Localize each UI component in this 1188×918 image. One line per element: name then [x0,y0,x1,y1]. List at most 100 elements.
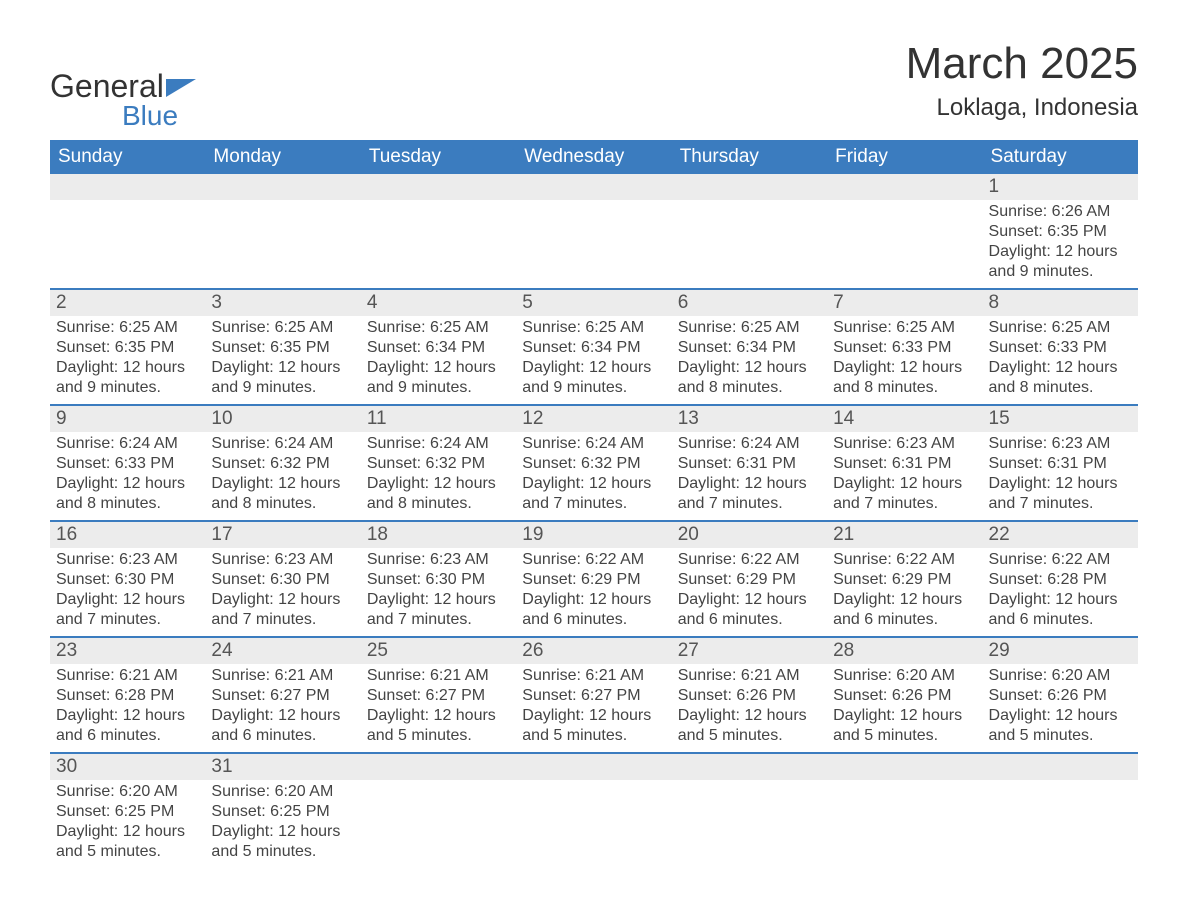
calendar-cell [361,174,516,289]
day-content: Sunrise: 6:25 AMSunset: 6:33 PMDaylight:… [983,316,1138,404]
day-content: Sunrise: 6:20 AMSunset: 6:25 PMDaylight:… [50,780,205,868]
sunset-text: Sunset: 6:33 PM [833,338,976,358]
day-content [672,200,827,278]
calendar-cell [516,753,671,868]
day-content: Sunrise: 6:25 AMSunset: 6:33 PMDaylight:… [827,316,982,404]
day-number: 24 [205,638,360,664]
sunset-text: Sunset: 6:27 PM [211,686,354,706]
daylight-text: Daylight: 12 hours and 5 minutes. [989,706,1132,746]
calendar-week: 23Sunrise: 6:21 AMSunset: 6:28 PMDayligh… [50,637,1138,753]
sunrise-text: Sunrise: 6:25 AM [522,318,665,338]
daylight-text: Daylight: 12 hours and 8 minutes. [833,358,976,398]
sunrise-text: Sunrise: 6:24 AM [522,434,665,454]
calendar-cell: 5Sunrise: 6:25 AMSunset: 6:34 PMDaylight… [516,289,671,405]
sunrise-text: Sunrise: 6:23 AM [833,434,976,454]
sunset-text: Sunset: 6:35 PM [211,338,354,358]
weekday-header: Tuesday [361,140,516,174]
calendar-cell: 19Sunrise: 6:22 AMSunset: 6:29 PMDayligh… [516,521,671,637]
title-block: March 2025 Loklaga, Indonesia [906,40,1138,122]
calendar-page: General Blue March 2025 Loklaga, Indones… [0,0,1188,888]
calendar-cell: 17Sunrise: 6:23 AMSunset: 6:30 PMDayligh… [205,521,360,637]
calendar-cell: 20Sunrise: 6:22 AMSunset: 6:29 PMDayligh… [672,521,827,637]
calendar-cell [516,174,671,289]
calendar-week: 1Sunrise: 6:26 AMSunset: 6:35 PMDaylight… [50,174,1138,289]
daylight-text: Daylight: 12 hours and 7 minutes. [367,590,510,630]
calendar-cell: 4Sunrise: 6:25 AMSunset: 6:34 PMDaylight… [361,289,516,405]
sunset-text: Sunset: 6:29 PM [678,570,821,590]
day-number [672,754,827,780]
day-number: 12 [516,406,671,432]
daylight-text: Daylight: 12 hours and 5 minutes. [211,822,354,862]
sunset-text: Sunset: 6:31 PM [989,454,1132,474]
day-content [361,200,516,278]
day-number: 7 [827,290,982,316]
sunrise-text: Sunrise: 6:24 AM [56,434,199,454]
day-number: 26 [516,638,671,664]
sunrise-text: Sunrise: 6:20 AM [56,782,199,802]
calendar-cell: 14Sunrise: 6:23 AMSunset: 6:31 PMDayligh… [827,405,982,521]
sunset-text: Sunset: 6:30 PM [367,570,510,590]
sunset-text: Sunset: 6:32 PM [211,454,354,474]
sunrise-text: Sunrise: 6:22 AM [833,550,976,570]
calendar-cell: 2Sunrise: 6:25 AMSunset: 6:35 PMDaylight… [50,289,205,405]
sunrise-text: Sunrise: 6:25 AM [678,318,821,338]
daylight-text: Daylight: 12 hours and 7 minutes. [56,590,199,630]
calendar-week: 16Sunrise: 6:23 AMSunset: 6:30 PMDayligh… [50,521,1138,637]
day-number [827,754,982,780]
sunset-text: Sunset: 6:28 PM [56,686,199,706]
daylight-text: Daylight: 12 hours and 6 minutes. [833,590,976,630]
day-content [516,780,671,858]
daylight-text: Daylight: 12 hours and 6 minutes. [56,706,199,746]
calendar-cell: 30Sunrise: 6:20 AMSunset: 6:25 PMDayligh… [50,753,205,868]
day-number: 14 [827,406,982,432]
calendar-cell: 10Sunrise: 6:24 AMSunset: 6:32 PMDayligh… [205,405,360,521]
daylight-text: Daylight: 12 hours and 6 minutes. [678,590,821,630]
brand-name-part2: Blue [50,102,196,130]
sunrise-text: Sunrise: 6:20 AM [833,666,976,686]
calendar-cell: 28Sunrise: 6:20 AMSunset: 6:26 PMDayligh… [827,637,982,753]
day-content [50,200,205,278]
calendar-cell: 31Sunrise: 6:20 AMSunset: 6:25 PMDayligh… [205,753,360,868]
day-content [827,200,982,278]
day-number [50,174,205,200]
calendar-cell: 9Sunrise: 6:24 AMSunset: 6:33 PMDaylight… [50,405,205,521]
day-number [361,174,516,200]
calendar-cell: 3Sunrise: 6:25 AMSunset: 6:35 PMDaylight… [205,289,360,405]
calendar-cell [827,753,982,868]
daylight-text: Daylight: 12 hours and 5 minutes. [833,706,976,746]
sunrise-text: Sunrise: 6:26 AM [989,202,1132,222]
sunset-text: Sunset: 6:26 PM [833,686,976,706]
sunrise-text: Sunrise: 6:23 AM [56,550,199,570]
day-number: 31 [205,754,360,780]
day-content: Sunrise: 6:20 AMSunset: 6:25 PMDaylight:… [205,780,360,868]
day-content: Sunrise: 6:22 AMSunset: 6:28 PMDaylight:… [983,548,1138,636]
calendar-cell: 25Sunrise: 6:21 AMSunset: 6:27 PMDayligh… [361,637,516,753]
calendar-body: 1Sunrise: 6:26 AMSunset: 6:35 PMDaylight… [50,174,1138,868]
brand-name-part1: General [50,68,164,104]
day-content: Sunrise: 6:22 AMSunset: 6:29 PMDaylight:… [516,548,671,636]
day-content: Sunrise: 6:23 AMSunset: 6:30 PMDaylight:… [205,548,360,636]
flag-icon [166,70,196,102]
calendar-cell: 27Sunrise: 6:21 AMSunset: 6:26 PMDayligh… [672,637,827,753]
calendar-cell: 26Sunrise: 6:21 AMSunset: 6:27 PMDayligh… [516,637,671,753]
day-content: Sunrise: 6:20 AMSunset: 6:26 PMDaylight:… [827,664,982,752]
daylight-text: Daylight: 12 hours and 8 minutes. [989,358,1132,398]
daylight-text: Daylight: 12 hours and 7 minutes. [989,474,1132,514]
month-title: March 2025 [906,40,1138,88]
day-content [361,780,516,858]
day-number: 25 [361,638,516,664]
calendar-cell [361,753,516,868]
sunset-text: Sunset: 6:35 PM [56,338,199,358]
day-content: Sunrise: 6:26 AMSunset: 6:35 PMDaylight:… [983,200,1138,288]
day-content: Sunrise: 6:22 AMSunset: 6:29 PMDaylight:… [672,548,827,636]
brand-name: General [50,70,196,102]
day-content: Sunrise: 6:20 AMSunset: 6:26 PMDaylight:… [983,664,1138,752]
day-number: 19 [516,522,671,548]
day-number: 6 [672,290,827,316]
sunset-text: Sunset: 6:27 PM [367,686,510,706]
calendar-cell [672,174,827,289]
day-content: Sunrise: 6:21 AMSunset: 6:27 PMDaylight:… [205,664,360,752]
sunrise-text: Sunrise: 6:25 AM [989,318,1132,338]
calendar-cell: 8Sunrise: 6:25 AMSunset: 6:33 PMDaylight… [983,289,1138,405]
day-number: 21 [827,522,982,548]
